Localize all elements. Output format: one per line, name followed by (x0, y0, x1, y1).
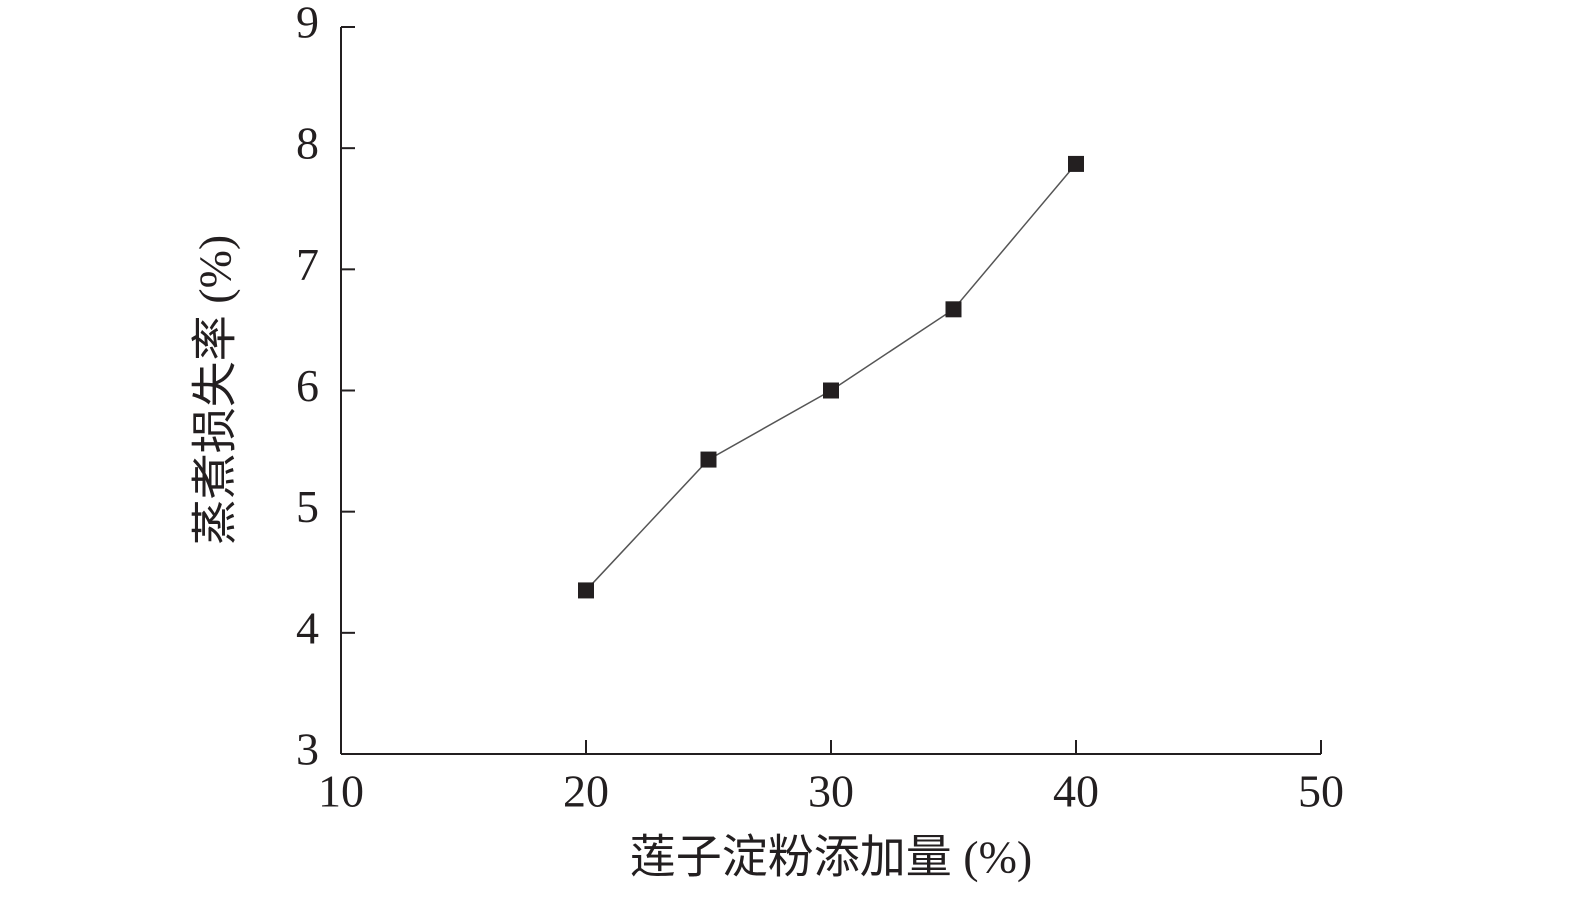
x-tick-label: 30 (808, 766, 854, 817)
x-tick-label: 40 (1053, 766, 1099, 817)
marker (945, 301, 962, 318)
y-tick-label: 3 (296, 724, 319, 775)
y-tick-label: 6 (296, 360, 319, 411)
marker (823, 382, 839, 399)
y-tick-label: 8 (296, 118, 319, 169)
line (585, 163, 1077, 591)
marker (578, 582, 594, 599)
y-tick-label: 7 (296, 239, 319, 290)
x-axis-title: 莲子淀粉添加量 (%) (630, 832, 1032, 883)
y-tick-label: 4 (296, 602, 319, 653)
x-tick-label: 50 (1298, 766, 1344, 817)
marker (700, 451, 717, 468)
x-tick-label: 20 (563, 766, 609, 817)
x-tick-label: 10 (318, 766, 364, 817)
marker (1068, 155, 1084, 172)
y-tick-label: 9 (296, 0, 319, 48)
y-tick-label: 5 (296, 481, 319, 532)
y-axis-title: 蒸煮损失率 (%) (190, 235, 241, 545)
